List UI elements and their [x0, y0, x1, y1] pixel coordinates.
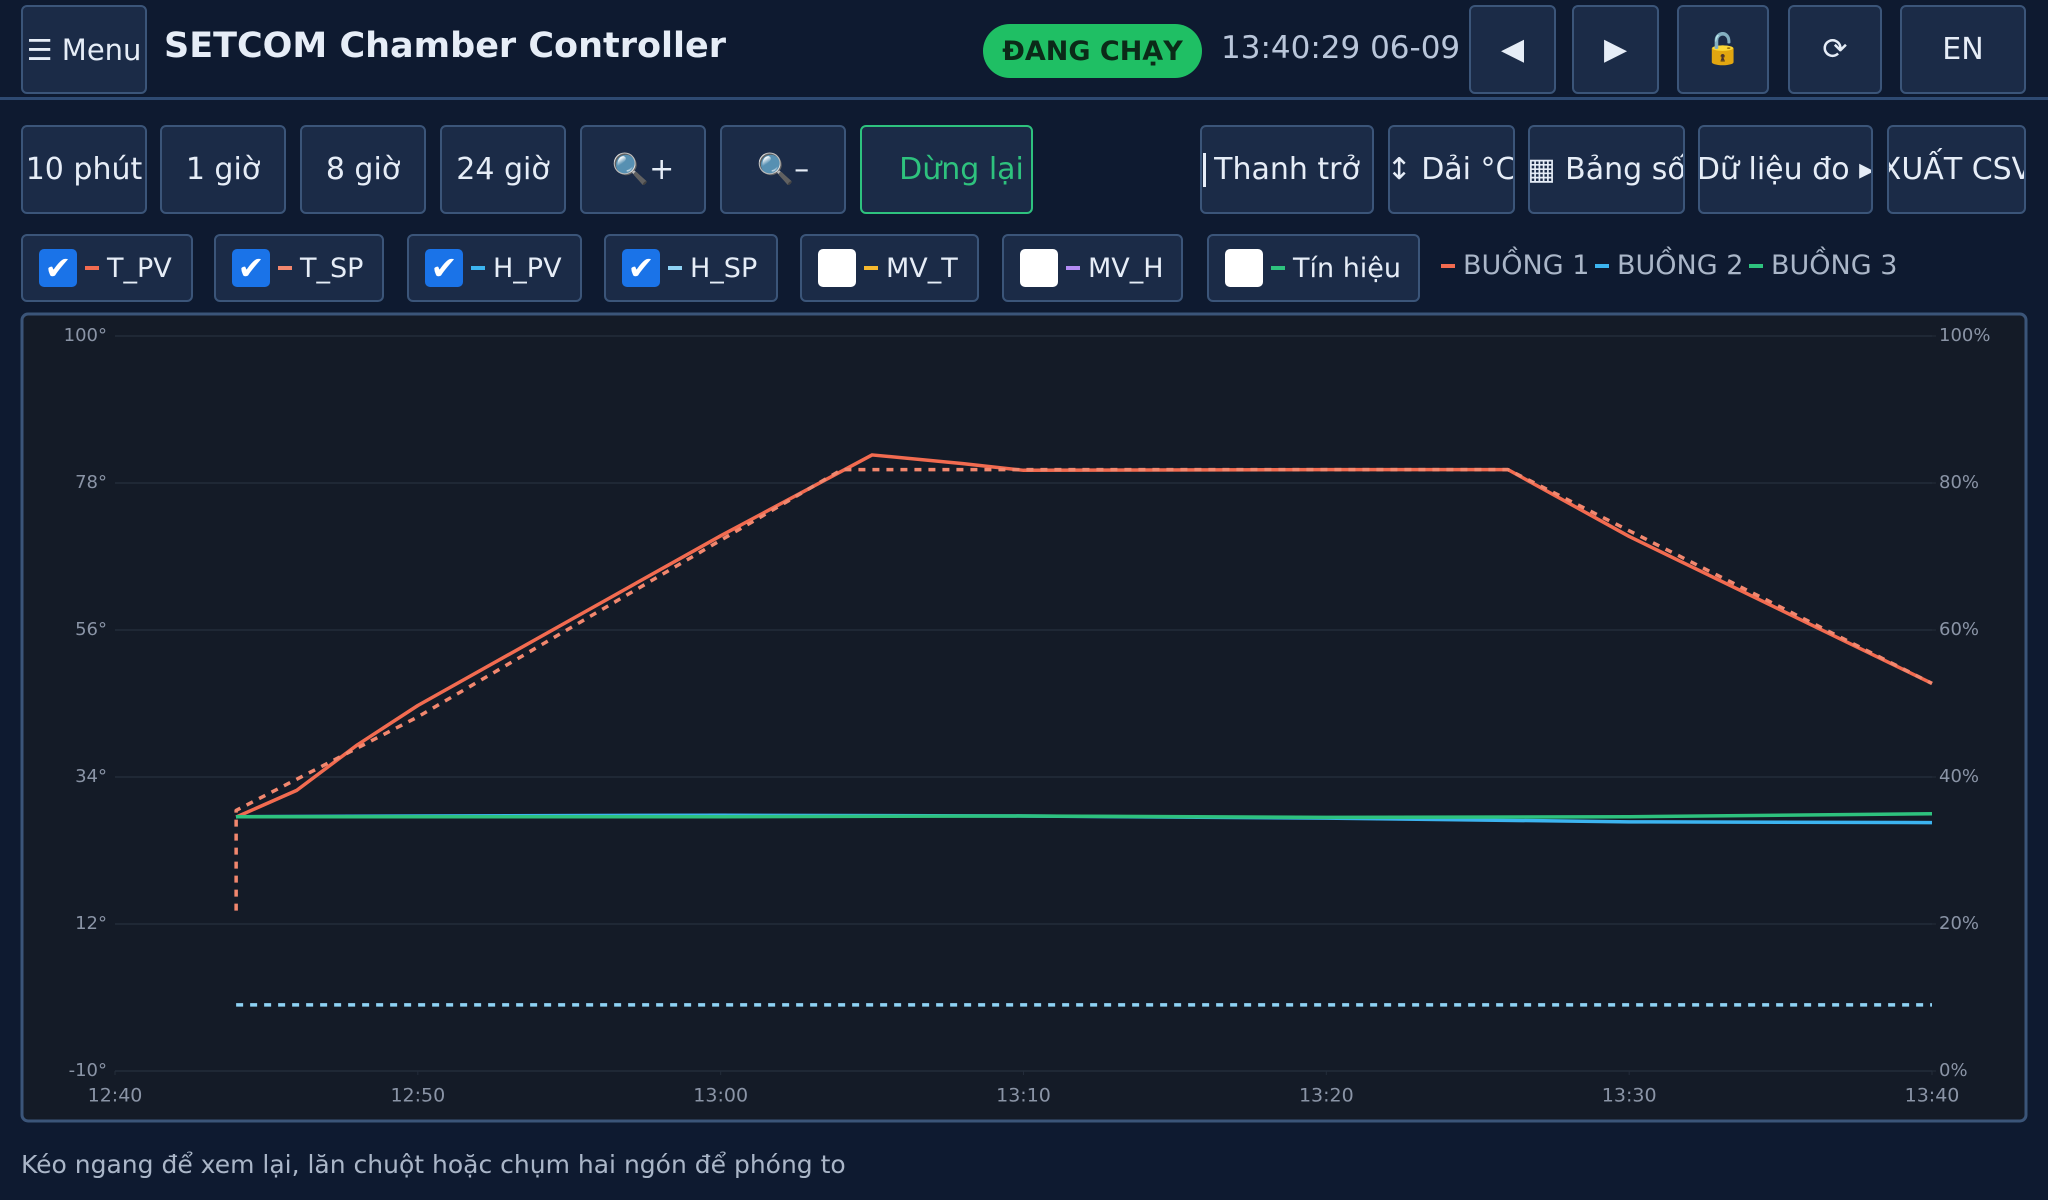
tool-button[interactable]: ↕ Dải °C — [1388, 125, 1515, 214]
status-pill: ĐANG CHẠY — [983, 24, 1202, 78]
y-tick-label: -10° — [69, 1060, 107, 1081]
checkbox[interactable] — [1225, 249, 1263, 287]
series-toggle[interactable]: ✔ H_SP — [604, 234, 778, 302]
y2-tick-label: 60% — [1939, 619, 1979, 640]
chart-panel — [20, 312, 2028, 1123]
series-swatch — [864, 266, 878, 270]
x-tick-label: 13:20 — [1299, 1085, 1354, 1107]
checkbox[interactable] — [1020, 249, 1058, 287]
series-swatch — [668, 266, 682, 270]
y-tick-label: 12° — [75, 913, 107, 934]
legend-swatch — [1595, 263, 1609, 268]
tool-icon — [1203, 153, 1206, 187]
series-swatch — [1066, 266, 1080, 270]
toggle-label: MV_H — [1088, 252, 1164, 284]
toggle-label: T_PV — [107, 252, 172, 284]
series-toggle[interactable]: ✔ T_PV — [21, 234, 193, 302]
hint: Kéo ngang để xem lại, lăn chuột hoặc chụ… — [21, 1150, 846, 1179]
chamber-legend: BUỒNG 3 — [1749, 250, 1897, 281]
legend-label: BUỒNG 2 — [1617, 250, 1744, 281]
header-button[interactable]: 🔓 — [1677, 5, 1769, 94]
series-line — [235, 453, 1933, 819]
app-title: SETCOM Chamber Controller — [164, 26, 727, 66]
header-button[interactable]: EN — [1900, 5, 2026, 94]
range-button[interactable]: 10 phút — [21, 125, 147, 214]
x-tick-label: 13:30 — [1602, 1085, 1657, 1107]
y2-tick-label: 100% — [1939, 325, 1990, 346]
tool-button[interactable]: XUẤT CSV — [1887, 125, 2026, 214]
header-button[interactable]: ⟳ — [1788, 5, 1882, 94]
series-line — [234, 467, 1933, 911]
range-button[interactable]: 8 giờ — [300, 125, 426, 214]
y-tick-label: 100° — [64, 325, 107, 346]
tool-button[interactable]: ▦ Bảng số — [1528, 125, 1685, 214]
tool-button[interactable]: Dữ liệu đo ▸ — [1698, 125, 1873, 214]
series-swatch — [1271, 266, 1285, 270]
series-toggle[interactable]: ✔ H_PV — [407, 234, 582, 302]
y2-tick-label: 80% — [1939, 472, 1979, 493]
checkbox[interactable]: ✔ — [232, 249, 270, 287]
series-toggle[interactable]: Tín hiệu — [1207, 234, 1420, 302]
y-tick-label: 78° — [75, 472, 107, 493]
legend-label: BUỒNG 3 — [1771, 250, 1898, 281]
checkbox[interactable] — [818, 249, 856, 287]
x-tick-label: 13:00 — [693, 1085, 748, 1107]
series-swatch — [471, 266, 485, 270]
checkbox[interactable]: ✔ — [425, 249, 463, 287]
checkbox[interactable]: ✔ — [622, 249, 660, 287]
range-button[interactable]: 🔍+ — [580, 125, 706, 214]
series-swatch — [85, 266, 99, 270]
y2-tick-label: 0% — [1939, 1060, 1968, 1081]
y-tick-label: 34° — [75, 766, 107, 787]
series-toggle[interactable]: MV_H — [1002, 234, 1183, 302]
header-bar — [0, 0, 2048, 100]
series-toggle[interactable]: MV_T — [800, 234, 979, 302]
toggle-label: H_PV — [493, 252, 562, 284]
pause-button[interactable]: Dừng lại — [860, 125, 1033, 214]
range-button[interactable]: 🔍– — [720, 125, 846, 214]
series-swatch — [278, 266, 292, 270]
legend-label: BUỒNG 1 — [1463, 250, 1590, 281]
legend-swatch — [1441, 263, 1455, 268]
clock: 13:40:29 06-09 — [1221, 30, 1461, 66]
x-tick-label: 12:40 — [88, 1085, 143, 1107]
header-button[interactable]: ◀ — [1469, 5, 1556, 94]
toggle-label: MV_T — [886, 252, 958, 284]
chamber-legend: BUỒNG 1 — [1441, 250, 1589, 281]
y-tick-label: 56° — [75, 619, 107, 640]
range-button[interactable]: 24 giờ — [440, 125, 566, 214]
x-tick-label: 12:50 — [390, 1085, 445, 1107]
y2-tick-label: 20% — [1939, 913, 1979, 934]
header-button[interactable]: ▶ — [1572, 5, 1659, 94]
x-tick-label: 13:40 — [1905, 1085, 1960, 1107]
menu-button[interactable]: ☰ Menu — [21, 5, 147, 94]
checkbox[interactable]: ✔ — [39, 249, 77, 287]
toggle-label: H_SP — [690, 252, 758, 284]
toggle-label: T_SP — [300, 252, 364, 284]
range-button[interactable]: 1 giờ — [160, 125, 286, 214]
y2-tick-label: 40% — [1939, 766, 1979, 787]
legend-swatch — [1749, 263, 1763, 268]
tool-button[interactable]: Thanh trở — [1200, 125, 1374, 214]
series-toggle[interactable]: ✔ T_SP — [214, 234, 384, 302]
series-line — [236, 812, 1933, 820]
series-line — [236, 813, 1933, 825]
x-tick-label: 13:10 — [996, 1085, 1051, 1107]
chamber-legend: BUỒNG 2 — [1595, 250, 1743, 281]
toggle-label: Tín hiệu — [1293, 252, 1402, 284]
